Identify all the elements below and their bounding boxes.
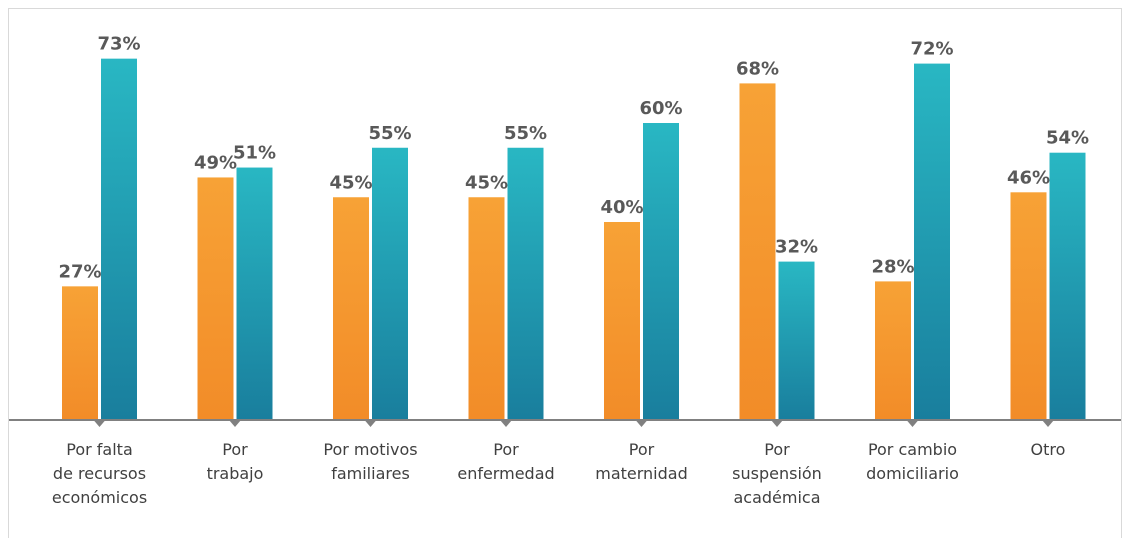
bar-series0-2: [333, 197, 369, 420]
category-label-line: de recursos: [53, 464, 146, 483]
data-label-series0-0: 27%: [58, 261, 101, 282]
category-label-line: Por motivos: [323, 440, 417, 459]
category-label-line: Por cambio: [868, 440, 957, 459]
category-label-line: académica: [733, 488, 820, 507]
axis-tick-6: [906, 420, 919, 427]
category-label-line: trabajo: [207, 464, 264, 483]
axis-tick-5: [771, 420, 783, 427]
category-label-line: Por falta: [66, 440, 133, 459]
data-label-series1-2: 55%: [368, 123, 411, 144]
category-label-2: Por motivos familiares: [323, 440, 417, 483]
category-label-0: Por falta de recursos económicos: [52, 440, 147, 507]
bar-series1-4: [643, 123, 679, 420]
axis-tick-4: [635, 420, 648, 427]
category-label-7: Otro: [1031, 440, 1066, 459]
axis-tick-2: [364, 420, 377, 427]
category-label-1: Por trabajo: [207, 440, 264, 483]
axis-tick-1: [229, 420, 241, 427]
bar-series1-6: [914, 63, 950, 420]
bar-series0-1: [197, 177, 234, 420]
category-label-line: domiciliario: [866, 464, 959, 483]
category-label-6: Por cambio domiciliario: [866, 440, 959, 483]
category-labels-group: Por falta de recursos económicos Por trabajo…: [52, 440, 1066, 507]
bars-group: [62, 58, 1086, 421]
data-label-series1-3: 55%: [504, 123, 547, 144]
category-label-line: enfermedad: [457, 464, 554, 483]
category-label-line: Por: [764, 440, 790, 459]
category-label-line: suspensión: [732, 464, 822, 483]
data-label-series0-5: 68%: [736, 58, 779, 79]
bar-series1-0: [101, 58, 137, 421]
category-label-line: Por: [222, 440, 248, 459]
category-label-line: económicos: [52, 488, 147, 507]
category-label-line: familiares: [331, 464, 410, 483]
bar-series0-0: [62, 286, 98, 420]
bar-series1-7: [1049, 152, 1086, 420]
data-label-series0-7: 46%: [1007, 167, 1050, 188]
category-label-line: Por: [629, 440, 655, 459]
data-label-series0-6: 28%: [871, 256, 914, 277]
category-label-line: Por: [493, 440, 519, 459]
data-label-series1-5: 32%: [775, 237, 818, 258]
bar-series0-4: [604, 222, 640, 420]
data-label-series0-1: 49%: [194, 152, 237, 173]
bar-series1-3: [507, 147, 544, 420]
value-labels-group: 27% 73% 49%51% 45% 55% 45% 55% 40% 60% 68% 32% 28% 7…: [58, 34, 1089, 283]
bar-series1-1: [236, 167, 273, 420]
axis-ticks-group: [93, 420, 1054, 427]
bar-series0-3: [468, 197, 505, 420]
axis-tick-7: [1042, 420, 1054, 427]
data-label-series0-3: 45%: [465, 172, 508, 193]
bar-series0-5: [739, 83, 776, 421]
bar-series1-2: [372, 147, 408, 420]
category-label-4: Por maternidad: [595, 440, 688, 483]
data-label-series1-7: 54%: [1046, 128, 1089, 149]
data-label-series0-4: 40%: [600, 197, 643, 218]
data-label-series1-4: 60%: [639, 98, 682, 119]
axis-tick-3: [500, 420, 512, 427]
category-label-line: maternidad: [595, 464, 688, 483]
data-label-series0-2: 45%: [329, 172, 372, 193]
bar-series0-6: [875, 281, 911, 420]
data-label-series1-6: 72%: [910, 39, 953, 60]
bar-series1-5: [778, 261, 815, 420]
axis-tick-0: [93, 420, 106, 427]
category-label-3: Por enfermedad: [457, 440, 554, 483]
data-label-series1-1: 51%: [233, 143, 276, 164]
category-label-5: Por suspensión académica: [732, 440, 822, 507]
bar-series0-7: [1010, 192, 1047, 420]
category-label-line: Otro: [1031, 440, 1066, 459]
data-label-series1-0: 73%: [97, 34, 140, 55]
